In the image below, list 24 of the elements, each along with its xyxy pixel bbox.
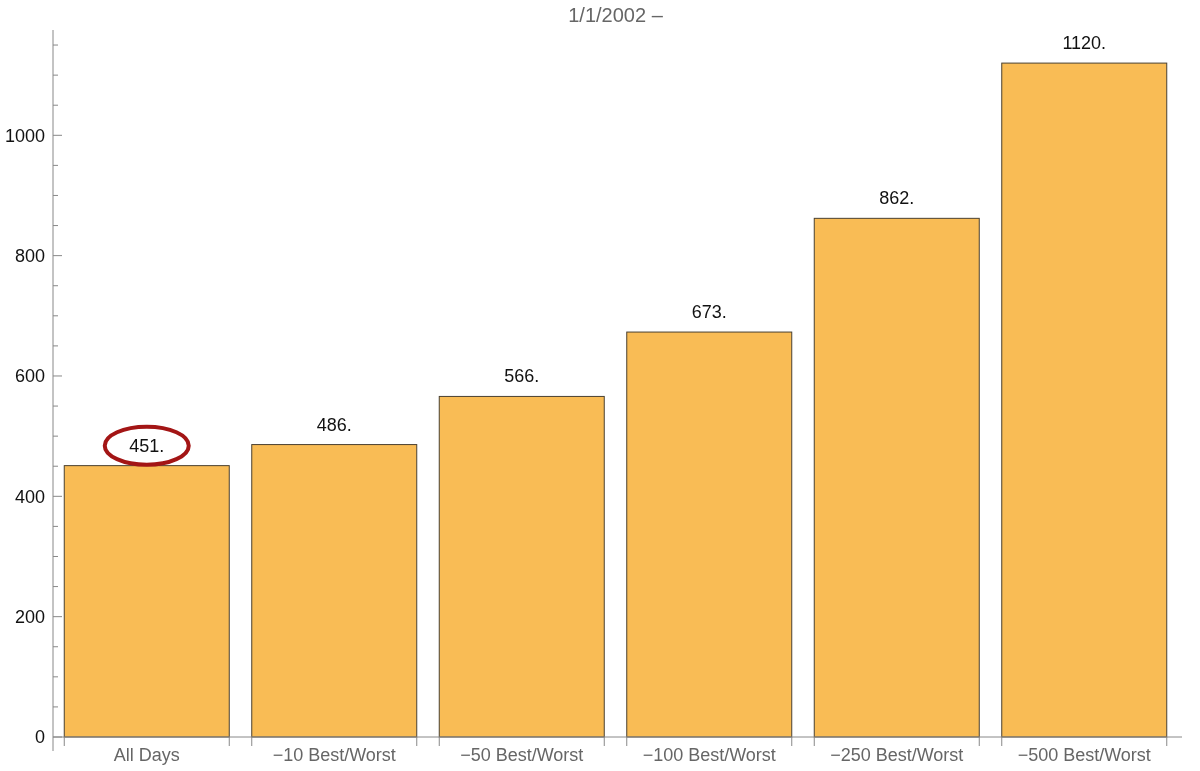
x-tick-label: All Days	[113, 745, 180, 765]
data-label: 862.	[879, 188, 915, 209]
bar	[1001, 62, 1168, 738]
data-label: 1120.	[1062, 33, 1107, 54]
data-label: 486.	[316, 414, 352, 435]
x-tick-label: −250 Best/Worst	[830, 745, 964, 765]
bar	[438, 395, 605, 738]
y-tick-label: 600	[14, 366, 45, 387]
x-tick-label: −100 Best/Worst	[642, 745, 776, 765]
bar	[626, 331, 793, 738]
y-tick-label: 800	[14, 245, 45, 266]
x-tick-label: −10 Best/Worst	[272, 745, 396, 765]
data-label: 451.	[129, 435, 165, 456]
y-tick-label: 400	[14, 486, 45, 507]
bar	[251, 444, 418, 738]
y-tick-label: 200	[14, 606, 45, 627]
data-label: 566.	[504, 366, 540, 387]
bar	[813, 217, 980, 738]
y-tick-label: 0	[34, 727, 45, 748]
x-tick-label: −50 Best/Worst	[460, 745, 584, 765]
x-tick-label: −500 Best/Worst	[1017, 745, 1151, 765]
data-label: 673.	[691, 302, 727, 323]
y-tick-label: 1000	[4, 125, 45, 146]
chart-title: 1/1/2002 –	[568, 4, 664, 26]
